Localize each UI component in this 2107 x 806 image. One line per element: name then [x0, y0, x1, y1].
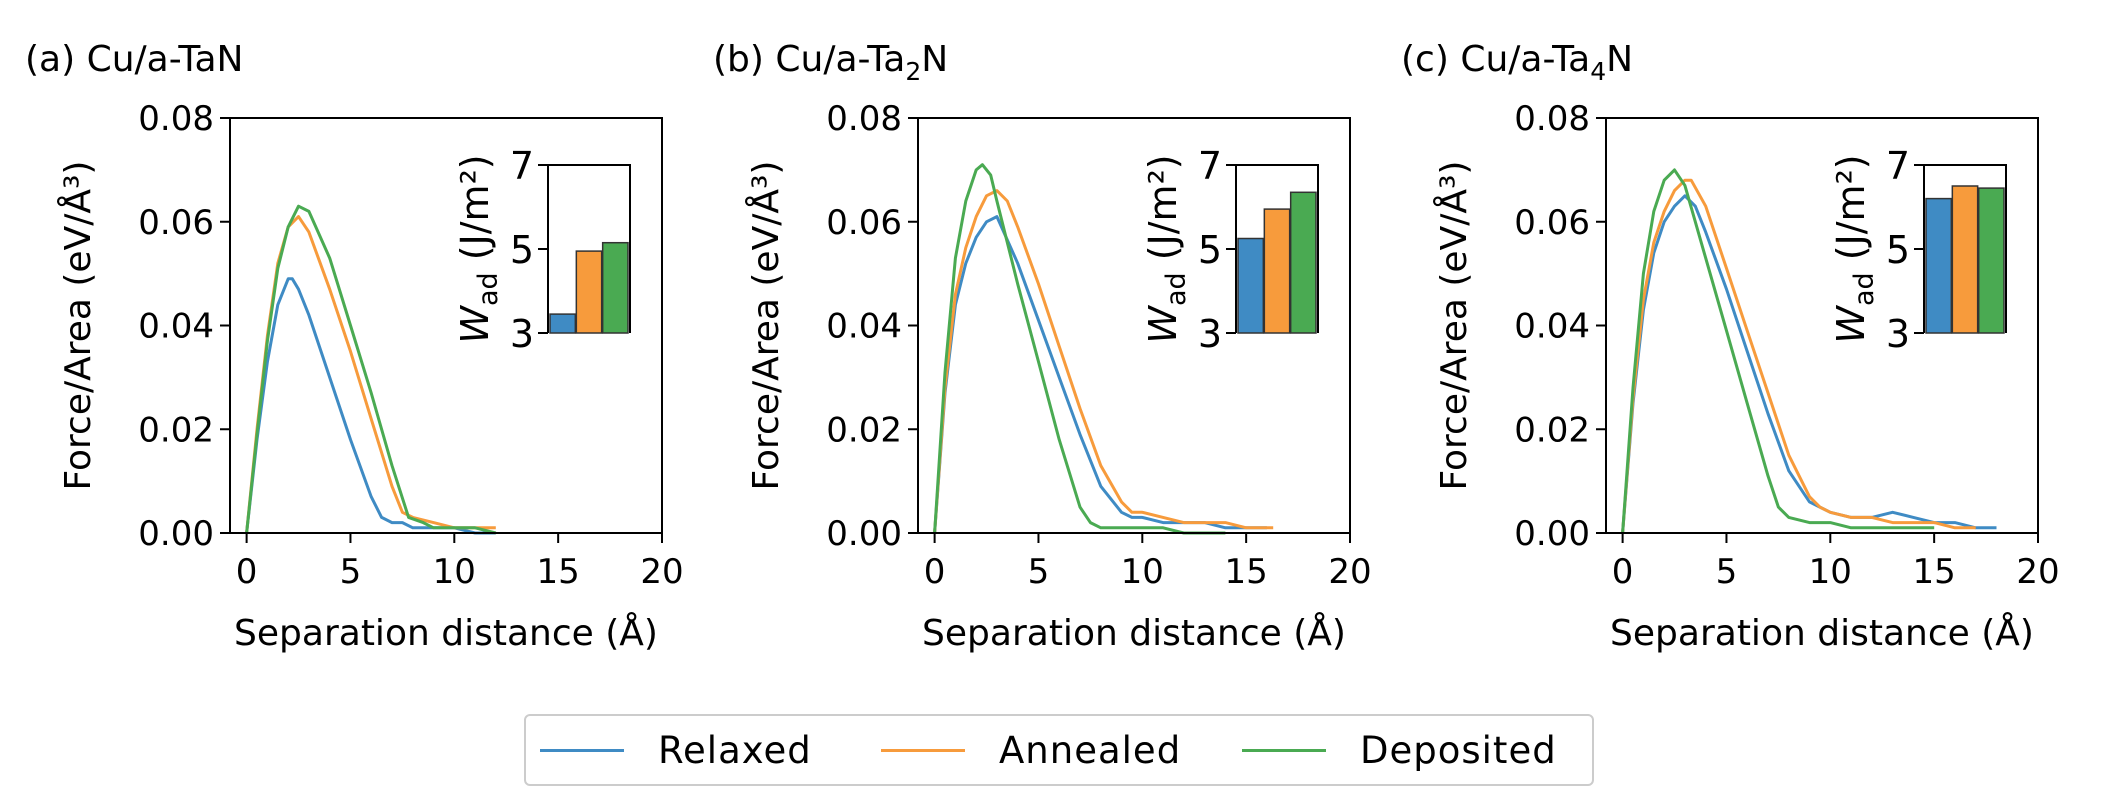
inset-bar-deposited: [1977, 187, 2005, 334]
legend: Relaxed Annealed Deposited: [524, 714, 1594, 786]
x-tick-label: 15: [1913, 552, 1956, 592]
inset-y-axis-label-subscript: ad: [1161, 272, 1192, 306]
inset-y-tick-label: 5: [1886, 228, 1910, 272]
x-tick-label: 5: [1028, 552, 1050, 592]
inset-y-tick-label: 3: [1886, 312, 1910, 356]
x-tick-label: 10: [1121, 552, 1164, 592]
y-tick-label: 0.04: [138, 307, 214, 347]
inset-bar-annealed: [1263, 208, 1291, 334]
panel-title: (b) Cu/a-Ta2N: [713, 39, 948, 86]
panel-title: (a) Cu/a-TaN: [25, 39, 243, 80]
inset-y-tick-label: 5: [510, 228, 534, 272]
y-axis-label: Force/Area (eV/Å³): [56, 161, 99, 491]
legend-label-annealed: Annealed: [999, 728, 1182, 772]
y-tick-label: 0.02: [826, 410, 902, 450]
panel-title-main: (b) Cu/a-Ta: [713, 39, 905, 80]
legend-item-relaxed: Relaxed: [540, 716, 812, 784]
inset-y-axis-label-unit: (J/m²): [453, 154, 497, 272]
inset-bar-annealed: [575, 250, 603, 334]
inset-y-axis-label-subscript: ad: [473, 272, 504, 306]
y-tick-label: 0.04: [826, 307, 902, 347]
x-tick-label: 20: [1328, 552, 1371, 592]
series-line-annealed: [933, 189, 1274, 534]
legend-item-deposited: Deposited: [1242, 716, 1557, 784]
y-tick-label: 0.08: [138, 99, 214, 139]
panel-title-subscript: 2: [905, 57, 921, 86]
inset-y-axis-label-subscript: ad: [1849, 272, 1880, 306]
inset-bar-relaxed: [1237, 237, 1265, 334]
legend-swatch-deposited: [1242, 748, 1326, 752]
inset-y-axis-label-main: W: [453, 305, 497, 344]
x-tick-label: 0: [236, 552, 258, 592]
x-tick-label: 0: [924, 552, 946, 592]
y-tick-label: 0.00: [826, 514, 902, 554]
x-axis-label: Separation distance (Å): [1610, 611, 2034, 654]
x-tick-label: 20: [640, 552, 683, 592]
x-axis-label: Separation distance (Å): [234, 611, 658, 654]
inset-bar-relaxed: [549, 313, 577, 334]
x-tick-label: 15: [1225, 552, 1268, 592]
legend-swatch-annealed: [881, 748, 965, 752]
y-tick-label: 0.04: [1514, 307, 1590, 347]
panel-2: (c) Cu/a-Ta4N 0 5 10 15 20 0.00 0.02 0.04 0.06 0.0…: [1401, 39, 2060, 654]
y-tick-label: 0.06: [826, 203, 902, 243]
x-tick-label: 5: [1716, 552, 1738, 592]
inset-y-axis-label: Wad (J/m²): [1141, 154, 1192, 343]
y-axis-label: Force/Area (eV/Å³): [744, 161, 787, 491]
legend-label-relaxed: Relaxed: [658, 728, 812, 772]
x-tick-label: 0: [1612, 552, 1634, 592]
inset-bar-deposited: [1289, 191, 1317, 334]
series-line-deposited: [933, 163, 1226, 535]
inset-y-tick-label: 3: [1198, 312, 1222, 356]
x-tick-label: 10: [433, 552, 476, 592]
series-line-deposited: [245, 204, 497, 535]
y-tick-label: 0.08: [1514, 99, 1590, 139]
inset-y-axis-label-unit: (J/m²): [1141, 154, 1185, 272]
legend-swatch-relaxed: [540, 748, 624, 752]
y-tick-label: 0.06: [1514, 203, 1590, 243]
inset-y-axis-label-main: W: [1141, 305, 1185, 344]
panel-title-subscript: 4: [1590, 57, 1606, 86]
x-tick-label: 5: [340, 552, 362, 592]
x-tick-label: 20: [2016, 552, 2059, 592]
y-tick-label: 0.00: [138, 514, 214, 554]
series-line-annealed: [1621, 178, 1976, 534]
panel-title-main: (c) Cu/a-Ta: [1401, 39, 1590, 80]
inset-y-tick-label: 5: [1198, 228, 1222, 272]
series-line-deposited: [1621, 168, 1935, 534]
inset-y-tick-label: 7: [510, 144, 534, 188]
y-tick-label: 0.02: [138, 410, 214, 450]
inset-y-axis-label-unit: (J/m²): [1829, 154, 1873, 272]
panel-0: (a) Cu/a-TaN 0 5 10 15 20 0.00 0.02 0.04 0.06 0.08…: [25, 39, 684, 654]
x-tick-label: 10: [1809, 552, 1852, 592]
y-tick-label: 0.00: [1514, 514, 1590, 554]
inset-y-axis-label: Wad (J/m²): [453, 154, 504, 343]
panel-title: (c) Cu/a-Ta4N: [1401, 39, 1633, 86]
y-tick-label: 0.02: [1514, 410, 1590, 450]
y-tick-label: 0.08: [826, 99, 902, 139]
legend-item-annealed: Annealed: [881, 716, 1181, 784]
inset-y-axis-label: Wad (J/m²): [1829, 154, 1880, 343]
inset-y-tick-label: 7: [1198, 144, 1222, 188]
series-line-relaxed: [1621, 194, 1997, 534]
y-axis-label: Force/Area (eV/Å³): [1432, 161, 1475, 491]
x-tick-label: 15: [537, 552, 580, 592]
panel-title-end: N: [921, 39, 948, 80]
inset-bar-deposited: [601, 241, 629, 334]
x-axis-label: Separation distance (Å): [922, 611, 1346, 654]
inset-bar-annealed: [1951, 185, 1979, 334]
panel-title-main: (a) Cu/a-TaN: [25, 39, 243, 80]
inset-y-tick-label: 3: [510, 312, 534, 356]
panel-title-end: N: [1606, 39, 1633, 80]
inset-bar-relaxed: [1925, 197, 1953, 334]
inset-y-tick-label: 7: [1886, 144, 1910, 188]
legend-label-deposited: Deposited: [1360, 728, 1557, 772]
y-tick-label: 0.06: [138, 203, 214, 243]
panel-1: (b) Cu/a-Ta2N 0 5 10 15 20 0.00 0.02 0.04 0.06 0.0…: [713, 39, 1372, 654]
inset-y-axis-label-main: W: [1829, 305, 1873, 344]
